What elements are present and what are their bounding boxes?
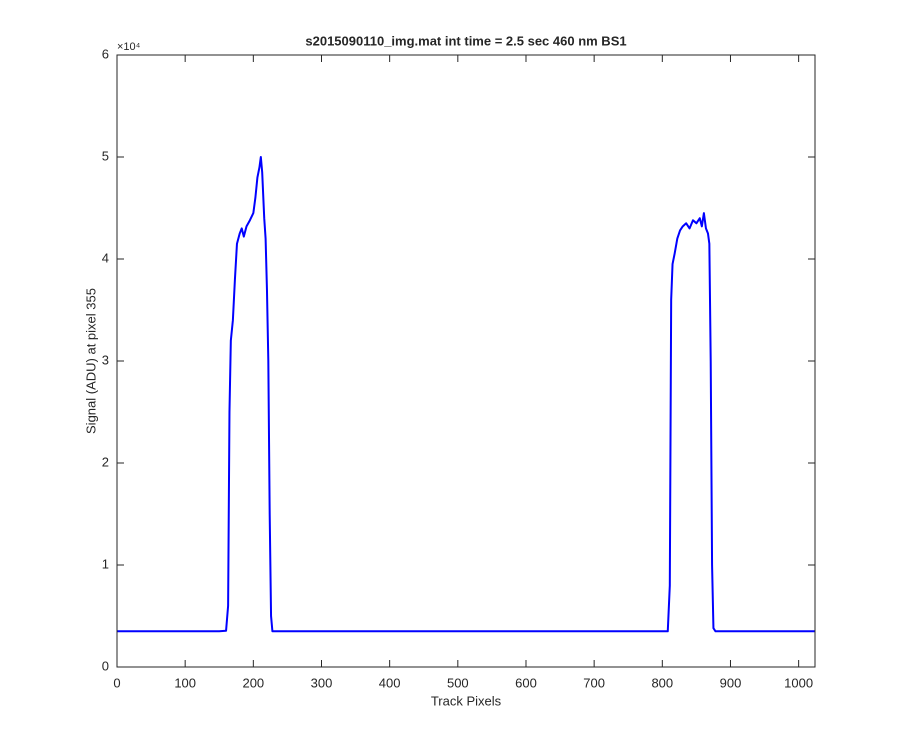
x-tick-label: 100	[174, 675, 196, 690]
x-tick-label: 700	[583, 675, 605, 690]
y-tick-label: 5	[102, 148, 109, 163]
x-tick-label: 200	[242, 675, 264, 690]
x-tick-label: 400	[379, 675, 401, 690]
axes-box	[116, 54, 816, 668]
chart-title: s2015090110_img.mat int time = 2.5 sec 4…	[305, 33, 626, 48]
y-multiplier: ×10⁴	[117, 41, 141, 53]
y-tick-label: 3	[102, 352, 109, 367]
y-tick-label: 2	[102, 454, 109, 469]
y-tick-label: 6	[102, 46, 109, 61]
x-tick-label: 300	[311, 675, 333, 690]
x-axis-label: Track Pixels	[431, 693, 502, 708]
x-tick-label: 500	[447, 675, 469, 690]
y-axis-label: Signal (ADU) at pixel 355	[83, 288, 98, 434]
y-tick-label: 1	[102, 556, 109, 571]
x-tick-label: 800	[651, 675, 673, 690]
x-tick-label: 600	[515, 675, 537, 690]
y-tick-label: 0	[102, 658, 109, 673]
x-tick-label: 1000	[784, 675, 813, 690]
y-tick-label: 4	[102, 250, 109, 265]
x-tick-label: 0	[113, 675, 120, 690]
data-line	[117, 156, 815, 633]
x-tick-label: 900	[720, 675, 742, 690]
